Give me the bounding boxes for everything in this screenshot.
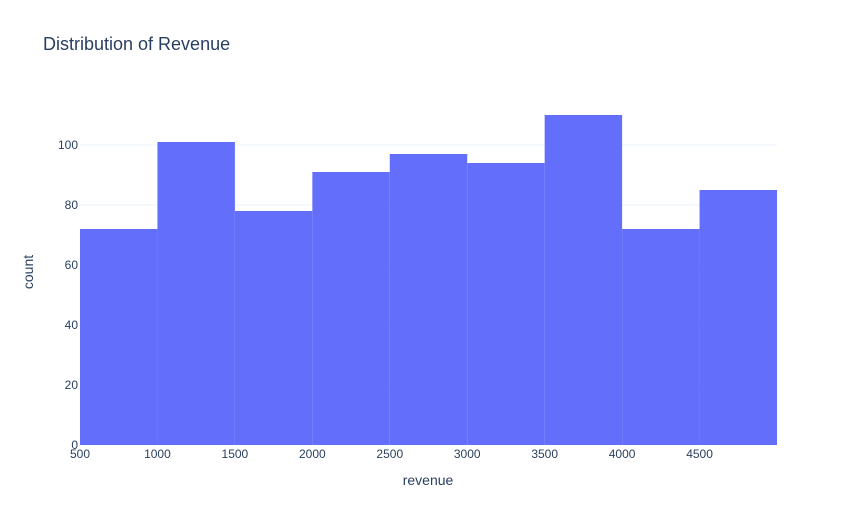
histogram-bar-1[interactable] bbox=[157, 142, 235, 445]
y-tick-labels: 0 20 40 60 80 100 bbox=[58, 138, 78, 452]
x-tick-label: 3500 bbox=[531, 447, 558, 461]
x-tick-label: 3000 bbox=[454, 447, 481, 461]
x-tick-label: 2500 bbox=[376, 447, 403, 461]
histogram-bar-7[interactable] bbox=[622, 229, 700, 445]
y-tick-label: 80 bbox=[65, 198, 79, 212]
histogram-bar-4[interactable] bbox=[389, 154, 468, 445]
x-tick-label: 4500 bbox=[686, 447, 713, 461]
y-tick-label: 40 bbox=[65, 318, 79, 332]
x-axis-label: revenue bbox=[403, 472, 454, 488]
y-tick-label: 20 bbox=[65, 378, 79, 392]
histogram-bar-2[interactable] bbox=[234, 211, 313, 445]
histogram-bar-5[interactable] bbox=[467, 163, 545, 445]
y-tick-label: 60 bbox=[65, 258, 79, 272]
x-tick-label: 2000 bbox=[299, 447, 326, 461]
histogram-bar-6[interactable] bbox=[544, 115, 623, 445]
x-tick-labels: 500 1000 1500 2000 2500 3000 3500 4000 4500 bbox=[70, 447, 713, 461]
histogram-bar-3[interactable] bbox=[312, 172, 390, 445]
y-axis-label: count bbox=[20, 255, 36, 289]
y-tick-label: 0 bbox=[71, 438, 78, 452]
y-tick-label: 100 bbox=[58, 138, 78, 152]
bars bbox=[80, 115, 777, 445]
x-tick-label: 1500 bbox=[222, 447, 249, 461]
chart-title: Distribution of Revenue bbox=[43, 34, 230, 54]
x-tick-label: 4000 bbox=[609, 447, 636, 461]
x-tick-label: 500 bbox=[70, 447, 90, 461]
x-tick-label: 1000 bbox=[144, 447, 171, 461]
histogram-bar-0[interactable] bbox=[80, 229, 158, 445]
histogram-bar-8[interactable] bbox=[699, 190, 777, 445]
